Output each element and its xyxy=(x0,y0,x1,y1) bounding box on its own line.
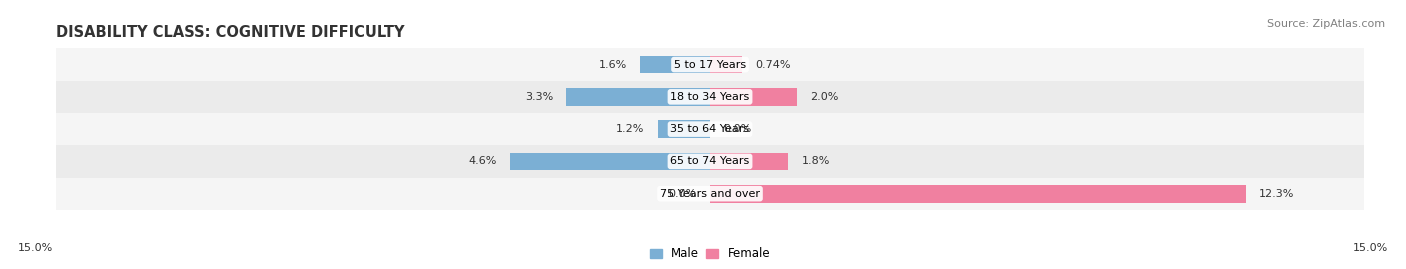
Bar xyxy=(710,153,789,170)
Bar xyxy=(56,145,1364,178)
Text: 5 to 17 Years: 5 to 17 Years xyxy=(673,59,747,70)
Text: 65 to 74 Years: 65 to 74 Years xyxy=(671,156,749,167)
Bar xyxy=(640,56,710,73)
Text: 35 to 64 Years: 35 to 64 Years xyxy=(671,124,749,134)
Legend: Male, Female: Male, Female xyxy=(650,247,770,260)
Text: DISABILITY CLASS: COGNITIVE DIFFICULTY: DISABILITY CLASS: COGNITIVE DIFFICULTY xyxy=(56,25,405,40)
Text: 75 Years and over: 75 Years and over xyxy=(659,189,761,199)
Bar xyxy=(710,185,1246,203)
Text: 18 to 34 Years: 18 to 34 Years xyxy=(671,92,749,102)
Text: 12.3%: 12.3% xyxy=(1260,189,1295,199)
Text: Source: ZipAtlas.com: Source: ZipAtlas.com xyxy=(1267,19,1385,29)
Bar xyxy=(710,56,742,73)
Bar xyxy=(56,178,1364,210)
Text: 0.74%: 0.74% xyxy=(755,59,790,70)
Bar xyxy=(56,113,1364,145)
Text: 1.2%: 1.2% xyxy=(616,124,644,134)
Text: 1.6%: 1.6% xyxy=(599,59,627,70)
Text: 4.6%: 4.6% xyxy=(468,156,496,167)
Text: 0.0%: 0.0% xyxy=(669,189,697,199)
Text: 1.8%: 1.8% xyxy=(801,156,830,167)
Bar xyxy=(658,120,710,138)
Text: 3.3%: 3.3% xyxy=(524,92,553,102)
Bar xyxy=(509,153,710,170)
Text: 2.0%: 2.0% xyxy=(810,92,838,102)
Bar xyxy=(56,81,1364,113)
Text: 15.0%: 15.0% xyxy=(1353,243,1388,253)
Bar xyxy=(567,88,710,106)
Bar xyxy=(710,88,797,106)
Text: 15.0%: 15.0% xyxy=(18,243,53,253)
Text: 0.0%: 0.0% xyxy=(723,124,751,134)
Bar xyxy=(56,48,1364,81)
